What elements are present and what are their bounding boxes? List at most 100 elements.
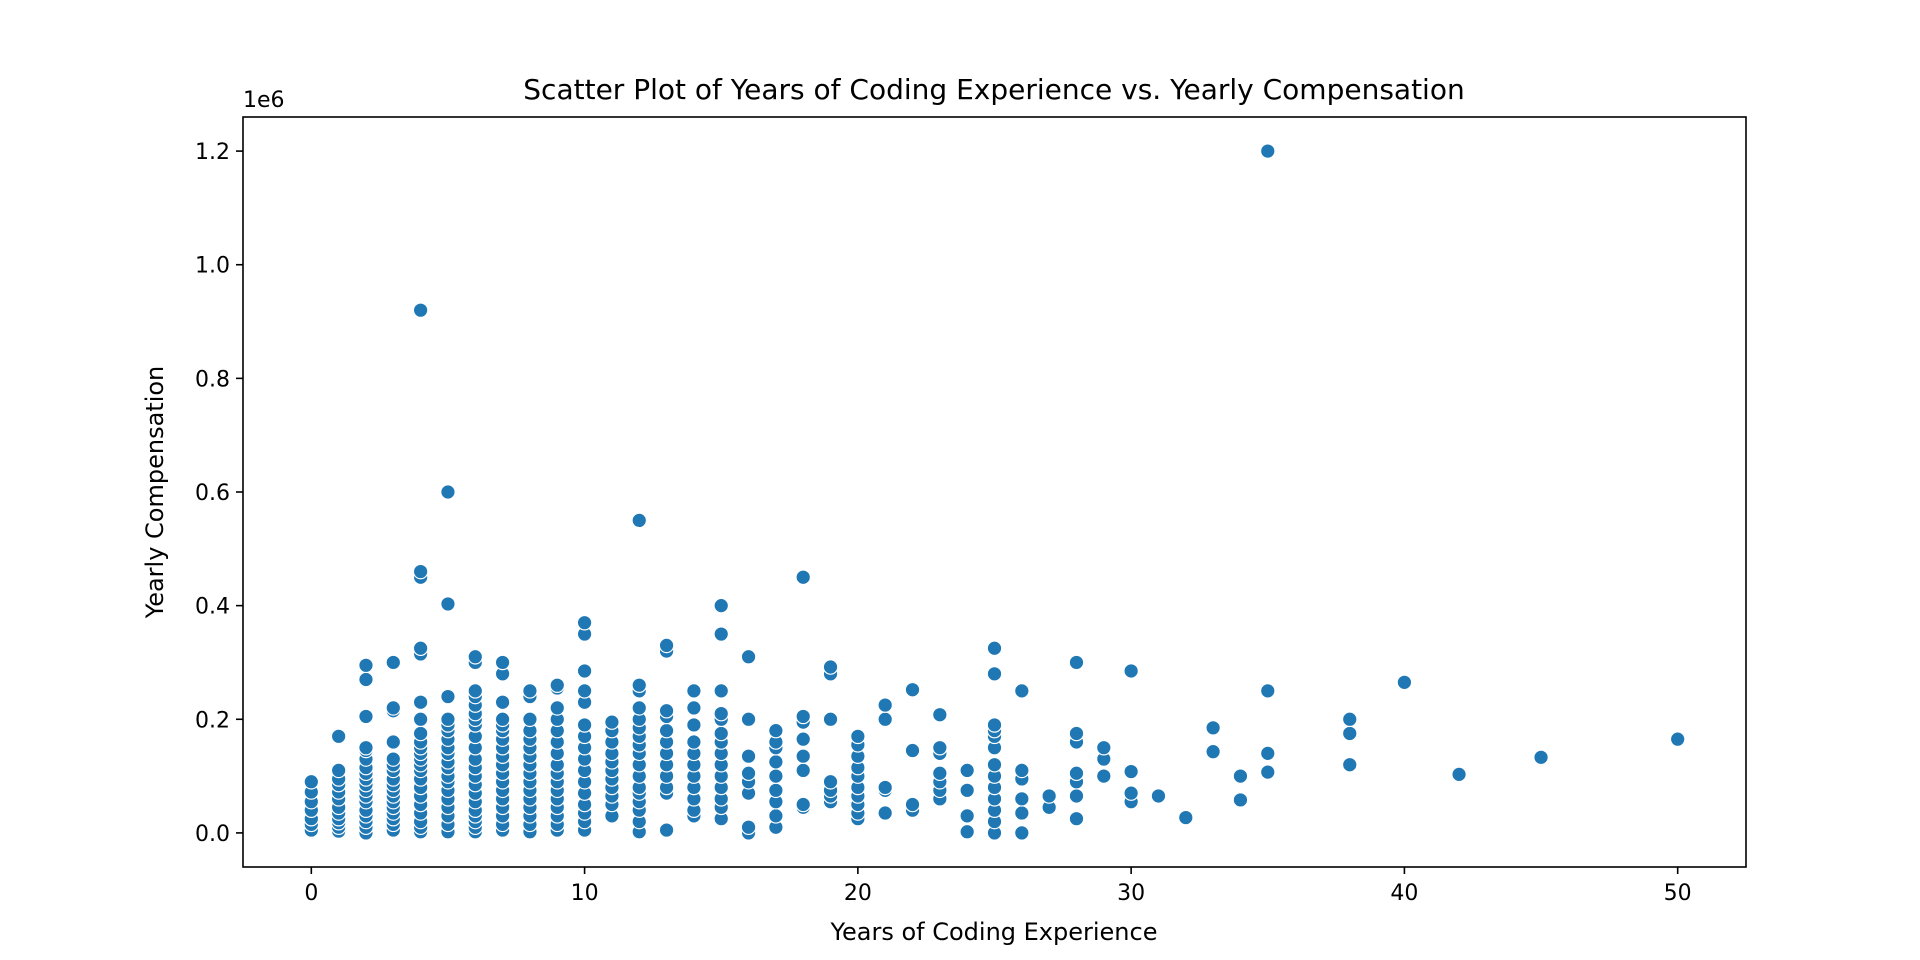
- data-point: [549, 677, 566, 693]
- y-tick-label: 0.4: [195, 595, 230, 620]
- data-point: [768, 754, 784, 770]
- data-point: [385, 700, 402, 716]
- data-point: [822, 659, 839, 675]
- data-point: [658, 822, 675, 838]
- data-point: [494, 711, 511, 728]
- data-point: [768, 722, 784, 739]
- data-point: [1533, 749, 1549, 766]
- data-point: [494, 694, 511, 711]
- data-point: [959, 782, 975, 799]
- data-point: [959, 808, 975, 824]
- data-point: [358, 671, 374, 688]
- x-tick-label: 0: [304, 881, 318, 906]
- data-point: [1341, 711, 1358, 728]
- data-point: [904, 681, 921, 698]
- data-point: [932, 739, 948, 756]
- data-point: [358, 657, 374, 674]
- data-point: [1232, 792, 1249, 808]
- data-point: [440, 688, 456, 705]
- data-point: [1259, 764, 1276, 780]
- x-axis-label: Years of Coding Experience: [830, 918, 1158, 946]
- data-point: [686, 683, 702, 699]
- y-tick-label: 0.2: [195, 708, 230, 733]
- data-point: [713, 705, 730, 722]
- data-point: [713, 683, 730, 699]
- data-point: [740, 819, 757, 836]
- data-point: [358, 739, 374, 756]
- data-point: [440, 711, 456, 728]
- y-tick-label: 1.2: [195, 140, 230, 165]
- data-point: [604, 714, 620, 730]
- data-point: [412, 725, 429, 742]
- data-point: [1150, 788, 1167, 804]
- data-point: [740, 765, 757, 782]
- data-point: [412, 711, 429, 728]
- data-point: [549, 700, 566, 716]
- data-point: [686, 717, 702, 733]
- data-point: [658, 702, 675, 719]
- data-point: [412, 640, 429, 657]
- data-point: [631, 677, 648, 693]
- data-point: [1123, 663, 1139, 679]
- data-point: [740, 711, 757, 728]
- data-point: [522, 711, 538, 728]
- data-point: [1068, 810, 1085, 827]
- data-point: [1068, 788, 1085, 804]
- data-point: [795, 748, 812, 765]
- data-point: [358, 708, 374, 725]
- x-tick-label: 50: [1664, 881, 1692, 906]
- data-point: [768, 768, 784, 784]
- data-point: [1341, 756, 1358, 773]
- data-point: [959, 762, 975, 779]
- data-point: [385, 751, 402, 767]
- x-tick-label: 10: [571, 881, 599, 906]
- data-point: [385, 654, 402, 671]
- data-point: [1177, 809, 1194, 826]
- data-point: [822, 773, 839, 790]
- data-point: [932, 765, 948, 782]
- data-point: [1014, 762, 1030, 779]
- data-point: [1123, 763, 1139, 780]
- data-point: [658, 637, 675, 654]
- data-point: [932, 706, 948, 723]
- x-tick-label: 20: [844, 881, 872, 906]
- data-point: [768, 782, 784, 799]
- data-point: [1014, 791, 1030, 807]
- data-point: [1014, 805, 1030, 821]
- data-point: [877, 805, 893, 821]
- data-point: [1014, 825, 1030, 841]
- data-point: [385, 734, 402, 750]
- data-point: [986, 640, 1003, 657]
- data-point: [877, 779, 893, 796]
- data-point: [631, 700, 648, 716]
- data-point: [740, 748, 757, 765]
- data-point: [330, 728, 347, 745]
- data-point: [1259, 683, 1276, 699]
- data-point: [986, 717, 1003, 733]
- data-point: [1341, 725, 1358, 742]
- data-point: [1669, 731, 1686, 747]
- data-point: [576, 683, 593, 699]
- data-point: [1068, 765, 1085, 782]
- data-point: [440, 484, 456, 500]
- data-point: [412, 302, 429, 318]
- data-point: [795, 569, 812, 586]
- data-point: [986, 666, 1003, 682]
- data-point: [576, 614, 593, 631]
- data-point: [795, 731, 812, 747]
- data-point: [412, 694, 429, 711]
- data-point: [740, 648, 757, 665]
- data-point: [1259, 143, 1276, 159]
- data-point: [576, 717, 593, 733]
- data-point: [494, 654, 511, 671]
- data-point: [467, 648, 484, 665]
- data-point: [631, 512, 648, 529]
- data-point: [303, 773, 320, 790]
- data-point: [713, 626, 730, 642]
- data-point: [795, 708, 812, 725]
- data-point: [1041, 788, 1057, 804]
- data-point: [686, 700, 702, 716]
- data-point: [986, 756, 1003, 773]
